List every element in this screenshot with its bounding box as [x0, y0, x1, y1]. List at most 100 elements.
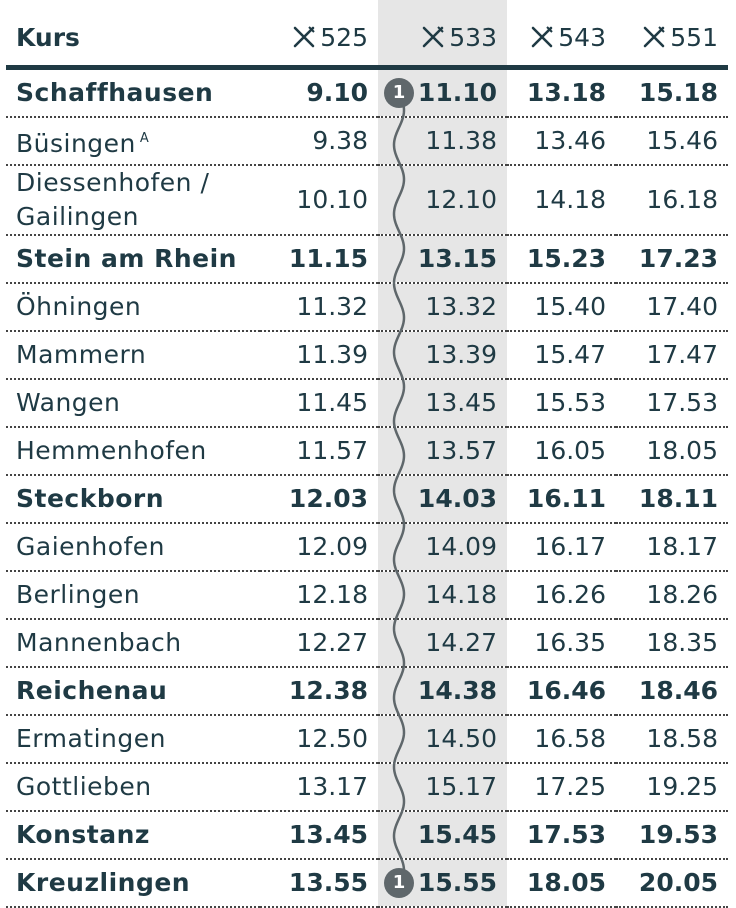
time: 15.40 [534, 292, 606, 321]
time: 17.53 [526, 820, 606, 849]
footnote-mark: A [139, 130, 150, 146]
stop-text: Mammern [16, 340, 147, 369]
time-cell: 13.32 [378, 283, 507, 332]
time-cell: 18.11 [616, 475, 728, 524]
time: 18.17 [646, 532, 718, 561]
time-cell: 11.10 1 [378, 67, 507, 118]
stop-text: Büsingen [16, 128, 136, 158]
time: 15.55 [417, 868, 497, 897]
header-row: Kurs 525 533 543 551 [6, 0, 728, 70]
time: 14.27 [425, 628, 497, 657]
time: 15.53 [534, 388, 606, 417]
stop-text: Steckborn [16, 484, 165, 513]
kurs-header: Kurs [6, 0, 260, 70]
time-cell: 15.18 [616, 67, 728, 118]
time-cell: 13.55 [260, 859, 378, 908]
time: 12.50 [296, 724, 368, 753]
time-cell: 13.45 [260, 811, 378, 860]
time: 14.03 [417, 484, 497, 513]
time: 13.18 [526, 78, 606, 107]
time: 14.18 [534, 185, 606, 214]
column-header: 525 [260, 0, 378, 70]
time: 19.53 [638, 820, 718, 849]
time: 16.26 [534, 580, 606, 609]
stop-row: Ermatingen 12.50 14.50 16.58 18.58 [6, 715, 728, 764]
time: 18.46 [638, 676, 718, 705]
time: 15.23 [526, 244, 606, 273]
stop-text: Wangen [16, 388, 121, 417]
time: 14.18 [425, 580, 497, 609]
stop-name: Schaffhausen [6, 67, 260, 118]
stop-row: Öhningen 11.32 13.32 15.40 17.40 [6, 283, 728, 332]
stop-row: Diessenhofen / Gailingen 10.10 12.10 14.18 1… [6, 165, 728, 236]
header-text: Kurs [16, 23, 80, 52]
stop-name: Stein am Rhein [6, 235, 260, 284]
time: 18.05 [646, 436, 718, 465]
time-cell: 18.05 [507, 859, 616, 908]
time-cell: 16.18 [616, 165, 728, 236]
time: 16.35 [534, 628, 606, 657]
time-cell: 14.50 [378, 715, 507, 764]
stop-name: Mammern [6, 331, 260, 380]
time: 12.10 [425, 185, 497, 214]
time-cell: 15.53 [507, 379, 616, 428]
time-cell: 17.47 [616, 331, 728, 380]
time-cell: 16.35 [507, 619, 616, 668]
time: 12.18 [296, 580, 368, 609]
stop-row: Mammern 11.39 13.39 15.47 17.47 [6, 331, 728, 380]
time: 16.18 [646, 185, 718, 214]
time-cell: 14.27 [378, 619, 507, 668]
time-cell: 15.47 [507, 331, 616, 380]
stop-row: Steckborn 12.03 14.03 16.11 18.11 [6, 475, 728, 524]
stop-text: Schaffhausen [16, 78, 214, 107]
time: 16.58 [534, 724, 606, 753]
time: 12.38 [288, 676, 368, 705]
time: 14.09 [425, 532, 497, 561]
time-cell: 15.45 [378, 811, 507, 860]
time: 13.45 [425, 388, 497, 417]
timetable: Kurs 525 533 543 551 Schaffhausen 9.10 11.10 1 1… [6, 0, 728, 908]
time-cell: 13.15 [378, 235, 507, 284]
time: 11.38 [425, 126, 497, 155]
route-marker: 1 [384, 78, 414, 108]
time-cell: 18.17 [616, 523, 728, 572]
time: 15.46 [646, 126, 718, 155]
stop-row: Wangen 11.45 13.45 15.53 17.53 [6, 379, 728, 428]
route-marker: 1 [384, 868, 414, 898]
time: 17.23 [638, 244, 718, 273]
time-cell: 14.18 [378, 571, 507, 620]
time-cell: 20.05 [616, 859, 728, 908]
time: 13.46 [534, 126, 606, 155]
time: 10.10 [296, 185, 368, 214]
time-cell: 18.58 [616, 715, 728, 764]
time-cell: 17.23 [616, 235, 728, 284]
stop-name: Büsingen A [6, 117, 260, 166]
time: 15.18 [638, 78, 718, 107]
time-cell: 12.03 [260, 475, 378, 524]
time-cell: 12.18 [260, 571, 378, 620]
stop-name: Reichenau [6, 667, 260, 716]
time-cell: 17.25 [507, 763, 616, 812]
column-header: 533 [378, 0, 507, 70]
time: 17.40 [646, 292, 718, 321]
time-cell: 14.38 [378, 667, 507, 716]
time: 18.26 [646, 580, 718, 609]
time: 18.05 [526, 868, 606, 897]
stop-text: Kreuzlingen [16, 868, 191, 897]
header-text: 551 [670, 23, 718, 52]
stop-name: Wangen [6, 379, 260, 428]
time: 18.35 [646, 628, 718, 657]
time: 17.25 [534, 772, 606, 801]
time-cell: 18.46 [616, 667, 728, 716]
stop-name: Mannenbach [6, 619, 260, 668]
time: 13.55 [288, 868, 368, 897]
stop-row: Schaffhausen 9.10 11.10 1 13.18 15.18 [6, 67, 728, 118]
time-cell: 16.46 [507, 667, 616, 716]
time-cell: 17.53 [507, 811, 616, 860]
time-cell: 15.40 [507, 283, 616, 332]
time: 11.39 [296, 340, 368, 369]
time-cell: 16.11 [507, 475, 616, 524]
time: 20.05 [638, 868, 718, 897]
time-cell: 11.39 [260, 331, 378, 380]
